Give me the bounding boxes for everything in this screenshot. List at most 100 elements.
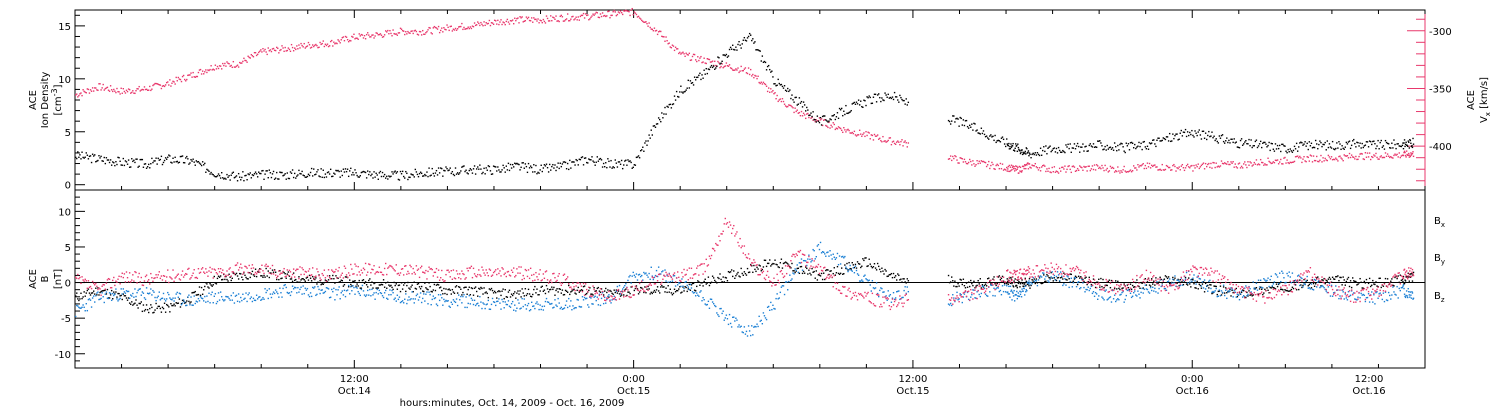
data-point	[396, 171, 399, 173]
data-point	[434, 172, 437, 174]
data-point	[548, 20, 551, 22]
data-point	[748, 32, 751, 35]
data-point	[764, 61, 767, 64]
data-point	[409, 288, 411, 290]
data-point	[858, 129, 861, 131]
data-point	[305, 46, 308, 48]
data-point	[569, 19, 571, 22]
data-point	[1311, 147, 1314, 149]
data-point	[90, 90, 93, 92]
data-point	[807, 273, 809, 275]
data-point	[437, 167, 440, 169]
data-point	[959, 293, 961, 295]
data-point	[1026, 147, 1028, 150]
data-point	[279, 270, 281, 272]
bx-series	[75, 257, 1415, 314]
data-point	[597, 286, 600, 289]
data-point	[459, 172, 461, 174]
data-point	[139, 288, 141, 290]
data-point	[506, 296, 509, 298]
data-point	[364, 281, 367, 283]
data-point	[369, 278, 371, 280]
data-point	[530, 301, 533, 304]
data-point	[1011, 145, 1014, 147]
data-point	[110, 299, 113, 302]
data-point	[953, 285, 955, 287]
data-point	[1204, 132, 1207, 134]
data-point	[454, 301, 457, 304]
data-point	[320, 283, 322, 286]
data-point	[491, 173, 494, 175]
data-point	[809, 272, 811, 275]
data-point	[1152, 286, 1154, 288]
data-point	[529, 308, 532, 311]
data-point	[226, 296, 228, 298]
data-point	[970, 160, 972, 163]
data-point	[666, 291, 668, 294]
data-point	[1158, 169, 1160, 171]
data-point	[1144, 284, 1147, 286]
data-point	[665, 113, 667, 115]
data-point	[805, 266, 807, 268]
data-point	[814, 277, 816, 279]
data-point	[566, 13, 569, 15]
data-point	[1035, 166, 1038, 168]
data-point	[342, 168, 345, 170]
data-point	[89, 155, 92, 157]
data-point	[650, 129, 652, 131]
data-point	[989, 167, 991, 170]
data-point	[986, 277, 989, 280]
data-point	[1268, 141, 1270, 144]
data-point	[827, 121, 829, 123]
data-point	[711, 275, 714, 277]
data-point	[435, 284, 438, 286]
data-point	[1399, 145, 1402, 147]
data-point	[1102, 278, 1104, 281]
data-point	[1105, 169, 1107, 171]
data-point	[1208, 287, 1210, 289]
data-point	[1219, 165, 1222, 167]
data-point	[845, 104, 847, 107]
data-point	[1218, 290, 1221, 292]
data-point	[199, 68, 202, 71]
data-point	[550, 288, 552, 291]
data-point	[1125, 142, 1127, 144]
data-point	[610, 290, 612, 293]
data-point	[882, 99, 884, 101]
data-point	[1074, 275, 1077, 277]
data-point	[284, 283, 286, 286]
data-point	[1181, 281, 1184, 283]
data-point	[1323, 277, 1325, 280]
data-point	[83, 157, 85, 159]
data-point	[269, 172, 272, 174]
data-point	[964, 120, 967, 122]
data-point	[711, 301, 714, 303]
data-point	[503, 297, 505, 300]
data-point	[962, 119, 965, 121]
data-point	[419, 171, 422, 173]
data-point	[94, 87, 96, 89]
data-point	[839, 109, 842, 111]
data-point	[309, 292, 312, 294]
data-point	[819, 275, 822, 277]
data-point	[836, 112, 839, 114]
data-point	[774, 259, 776, 261]
data-point	[752, 38, 754, 40]
data-point	[763, 82, 766, 85]
data-point	[1398, 281, 1400, 284]
data-point	[536, 301, 538, 303]
data-point	[130, 166, 132, 168]
data-point	[647, 276, 649, 278]
data-point	[1146, 145, 1149, 148]
data-point	[127, 297, 130, 299]
data-point	[237, 293, 240, 295]
data-point	[207, 169, 209, 171]
data-point	[464, 28, 466, 30]
data-point	[882, 135, 884, 138]
data-point	[1387, 143, 1390, 145]
data-point	[453, 292, 456, 294]
data-point	[840, 129, 843, 132]
data-point	[1282, 289, 1284, 291]
data-point	[894, 275, 897, 277]
data-point	[1359, 277, 1361, 280]
